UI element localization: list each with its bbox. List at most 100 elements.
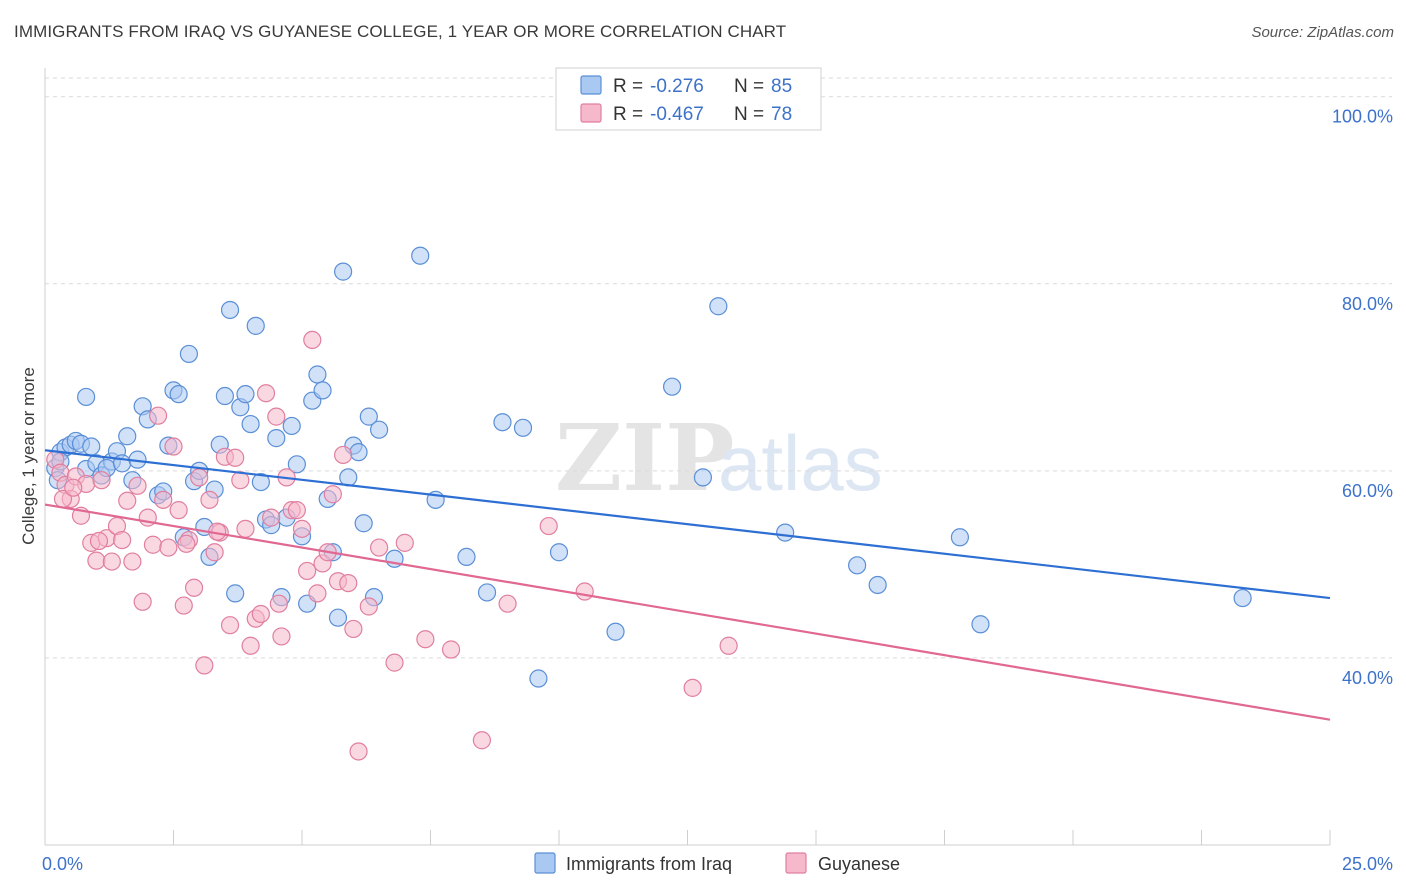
y-tick-label: 60.0%: [1342, 481, 1393, 501]
point-iraq: [236, 385, 255, 404]
watermark-atlas: atlas: [718, 419, 883, 507]
point-iraq: [169, 385, 188, 404]
y-tick-label: 40.0%: [1342, 668, 1393, 688]
point-guyanese: [539, 516, 558, 536]
legend-n-label-iraq: N =: [734, 76, 764, 97]
point-guyanese: [349, 742, 368, 761]
point-guyanese: [118, 491, 137, 510]
point-iraq: [339, 468, 358, 487]
point-iraq: [282, 416, 301, 436]
y-tick-label: 100.0%: [1332, 107, 1393, 127]
x-tick-label-max: 25.0%: [1342, 854, 1393, 874]
bottom-legend-label-guyanese: Guyanese: [818, 854, 900, 874]
point-guyanese: [112, 530, 132, 550]
point-iraq: [662, 377, 682, 396]
point-iraq: [220, 300, 240, 320]
point-iraq: [349, 443, 368, 462]
point-guyanese: [184, 578, 204, 597]
point-guyanese: [123, 552, 142, 571]
point-guyanese: [159, 538, 178, 557]
x-tick-label-min: 0.0%: [42, 854, 83, 874]
point-guyanese: [256, 384, 276, 403]
point-iraq: [606, 622, 625, 641]
point-iraq: [950, 528, 970, 547]
point-guyanese: [236, 519, 255, 538]
point-guyanese: [177, 534, 196, 553]
point-guyanese: [220, 616, 240, 635]
point-iraq: [848, 556, 867, 575]
point-guyanese: [339, 573, 358, 593]
bottom-legend-swatch-guyanese: [785, 852, 807, 874]
point-iraq: [287, 455, 306, 474]
point-iraq: [457, 547, 476, 567]
data-points: [46, 246, 1252, 761]
point-iraq: [251, 472, 270, 492]
point-guyanese: [174, 596, 193, 615]
watermark-zip: ZIP: [555, 404, 734, 512]
point-guyanese: [298, 561, 317, 581]
point-guyanese: [287, 501, 306, 520]
point-guyanese: [575, 582, 594, 601]
point-iraq: [246, 316, 265, 335]
point-guyanese: [226, 448, 245, 467]
point-guyanese: [272, 627, 291, 646]
point-guyanese: [241, 636, 260, 655]
trend-lines: [44, 449, 1331, 721]
point-guyanese: [164, 437, 183, 456]
legend-n-value-guyanese: 78: [771, 104, 792, 125]
point-guyanese: [267, 407, 286, 426]
point-guyanese: [133, 592, 152, 611]
point-guyanese: [195, 656, 214, 675]
axes: 40.0% 60.0% 80.0% 100.0% 0.0% 25.0%: [42, 68, 1393, 874]
point-iraq: [267, 429, 286, 448]
watermark: ZIP atlas: [555, 404, 883, 512]
point-guyanese: [308, 584, 327, 603]
legend-swatch-guyanese: [580, 103, 602, 123]
legend-n-label-guyanese: N =: [734, 104, 764, 125]
bottom-legend-swatch-iraq: [534, 852, 556, 874]
point-iraq: [328, 608, 348, 627]
point-iraq: [549, 543, 569, 562]
point-iraq: [354, 514, 373, 533]
trend-line-iraq: [44, 449, 1331, 600]
legend-r-label-iraq: R =: [613, 76, 643, 97]
point-guyanese: [269, 594, 288, 613]
point-iraq: [971, 615, 990, 634]
point-guyanese: [102, 552, 121, 571]
point-guyanese: [441, 640, 461, 659]
point-iraq: [693, 468, 713, 487]
legend-r-value-iraq: -0.276: [650, 76, 704, 97]
point-guyanese: [200, 490, 219, 509]
point-guyanese: [416, 630, 435, 649]
point-iraq: [226, 584, 245, 603]
point-iraq: [241, 414, 260, 434]
point-guyanese: [190, 468, 209, 487]
source-label: Source: ZipAtlas.com: [1251, 24, 1394, 41]
point-guyanese: [92, 471, 111, 490]
point-guyanese: [385, 653, 404, 672]
point-iraq: [118, 427, 137, 446]
point-iraq: [82, 437, 101, 456]
y-tick-label: 80.0%: [1342, 294, 1393, 314]
trend-line-guyanese: [44, 503, 1331, 721]
point-iraq: [477, 583, 497, 602]
point-guyanese: [472, 731, 491, 750]
point-guyanese: [64, 478, 83, 497]
point-iraq: [313, 381, 332, 400]
point-guyanese: [262, 508, 281, 527]
point-guyanese: [154, 490, 173, 509]
point-iraq: [868, 575, 887, 595]
stats-legend: R = -0.276 N = 85 R = -0.467 N = 78: [555, 67, 822, 131]
point-guyanese: [334, 445, 353, 465]
point-guyanese: [344, 619, 363, 639]
point-iraq: [493, 413, 512, 432]
point-guyanese: [148, 406, 168, 425]
point-guyanese: [169, 501, 188, 520]
legend-r-label-guyanese: R =: [613, 104, 643, 125]
point-iraq: [529, 669, 548, 688]
point-guyanese: [143, 535, 163, 554]
point-iraq: [776, 523, 795, 542]
point-iraq: [1233, 588, 1252, 608]
series-guyanese: [46, 330, 738, 761]
